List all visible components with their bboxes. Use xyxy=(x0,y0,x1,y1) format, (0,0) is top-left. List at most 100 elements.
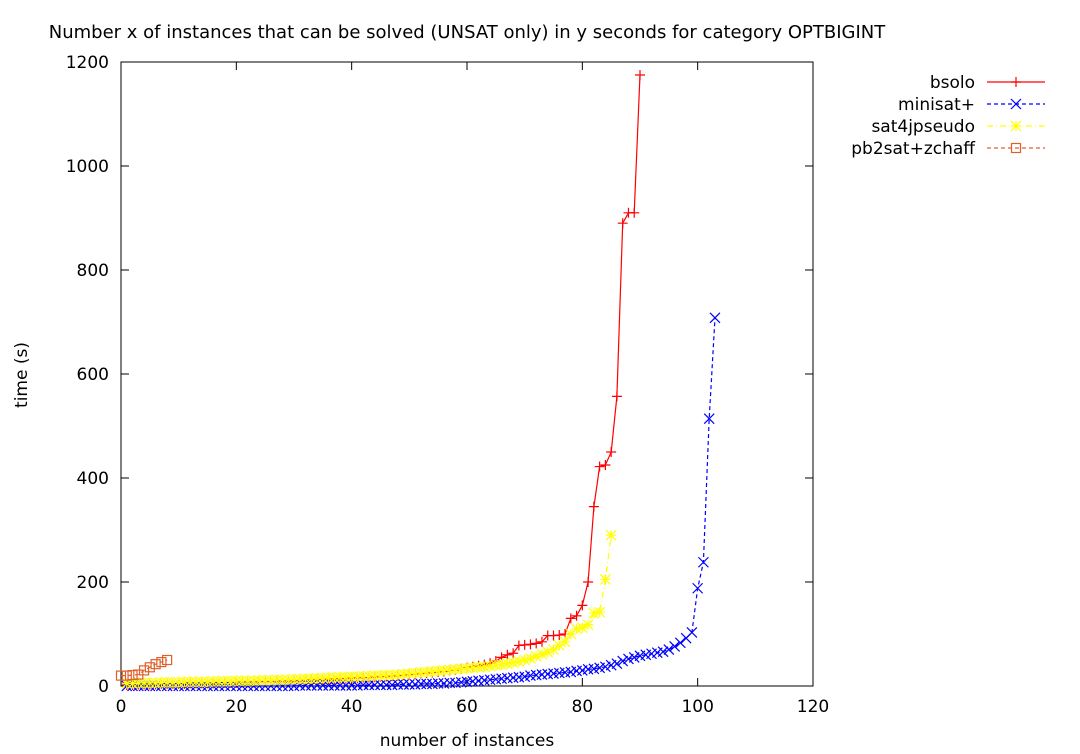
data-point xyxy=(507,657,519,669)
data-point xyxy=(369,679,381,691)
data-point xyxy=(271,674,283,686)
data-point xyxy=(328,672,340,684)
data-point xyxy=(196,676,208,688)
data-point xyxy=(599,573,611,585)
x-tick-label: 120 xyxy=(797,697,829,717)
legend-item: bsolo xyxy=(930,73,1045,93)
data-point xyxy=(334,671,346,683)
data-point xyxy=(150,659,161,670)
data-point xyxy=(375,679,386,691)
series-minisat+ xyxy=(121,312,721,692)
data-point xyxy=(588,607,600,619)
data-point xyxy=(582,619,594,631)
data-point xyxy=(438,664,450,676)
data-point xyxy=(403,679,415,690)
y-tick-label: 1200 xyxy=(66,53,109,73)
data-point xyxy=(253,674,265,686)
data-point xyxy=(536,648,548,660)
data-point xyxy=(259,674,271,686)
data-point xyxy=(530,650,542,662)
data-point xyxy=(340,671,352,683)
data-point xyxy=(571,610,582,621)
data-point xyxy=(576,622,588,634)
data-point xyxy=(629,207,640,218)
data-point xyxy=(588,501,599,512)
y-tick-label: 200 xyxy=(77,573,109,593)
data-point xyxy=(161,676,173,688)
data-point xyxy=(703,413,715,425)
data-point xyxy=(461,662,473,674)
data-point xyxy=(403,668,415,679)
data-point xyxy=(484,660,496,672)
data-point xyxy=(444,664,456,676)
data-point xyxy=(577,600,588,611)
data-point xyxy=(115,670,127,681)
data-point xyxy=(156,656,167,668)
data-point xyxy=(525,653,536,664)
data-point xyxy=(334,680,346,691)
data-point xyxy=(398,679,409,690)
legend-swatch-marker xyxy=(1010,142,1022,154)
data-point xyxy=(179,676,190,688)
data-point xyxy=(496,659,508,671)
data-point xyxy=(386,669,398,681)
data-point xyxy=(380,669,392,681)
data-point xyxy=(421,678,433,690)
data-point xyxy=(323,680,335,691)
chart-title-group: Number x of instances that can be solved… xyxy=(49,22,886,43)
data-point xyxy=(519,654,531,666)
chart-title: Number x of instances that can be solved… xyxy=(49,22,886,43)
data-point xyxy=(686,627,698,638)
data-point xyxy=(571,623,582,635)
data-point xyxy=(698,556,709,568)
data-point xyxy=(594,606,606,618)
data-point xyxy=(565,613,576,624)
data-point xyxy=(392,679,404,690)
data-point xyxy=(173,676,185,688)
data-point xyxy=(202,676,213,688)
data-point xyxy=(426,666,438,677)
series-line xyxy=(121,659,168,677)
data-point xyxy=(525,639,536,650)
data-point xyxy=(282,674,294,686)
legend-swatch-marker xyxy=(1011,77,1021,87)
data-point xyxy=(548,644,559,656)
data-point xyxy=(162,654,173,666)
data-point xyxy=(611,391,622,402)
data-point xyxy=(127,669,138,681)
x-axis-label: number of instances xyxy=(380,731,555,750)
data-point xyxy=(415,667,427,678)
legend-item: sat4jpseudo xyxy=(871,117,1045,137)
legend-swatch-marker xyxy=(1010,98,1022,110)
series-line xyxy=(126,535,612,684)
legend-swatch-marker xyxy=(1010,120,1022,132)
data-point xyxy=(138,677,150,689)
data-point xyxy=(277,674,288,686)
data-point xyxy=(294,673,306,685)
data-point xyxy=(663,644,675,656)
y-tick-label: 1000 xyxy=(66,157,109,177)
legend-label: sat4jpseudo xyxy=(871,117,975,137)
legend-label: bsolo xyxy=(930,73,975,93)
data-point xyxy=(265,674,277,686)
data-point xyxy=(248,675,260,687)
data-point xyxy=(300,673,311,685)
data-point xyxy=(669,641,681,652)
x-tick-label: 80 xyxy=(572,697,594,717)
data-point xyxy=(317,672,329,684)
data-point xyxy=(357,670,369,682)
data-point xyxy=(501,658,513,670)
data-point xyxy=(674,637,686,649)
data-point xyxy=(508,648,519,659)
data-point xyxy=(213,675,225,687)
data-point xyxy=(190,676,202,688)
data-point xyxy=(455,663,467,675)
data-point xyxy=(536,636,547,647)
data-point xyxy=(346,671,358,683)
data-point xyxy=(559,636,571,648)
y-axis-label: time (s) xyxy=(12,342,32,408)
data-point xyxy=(617,655,629,667)
data-point xyxy=(409,667,421,679)
series-line xyxy=(126,74,641,686)
